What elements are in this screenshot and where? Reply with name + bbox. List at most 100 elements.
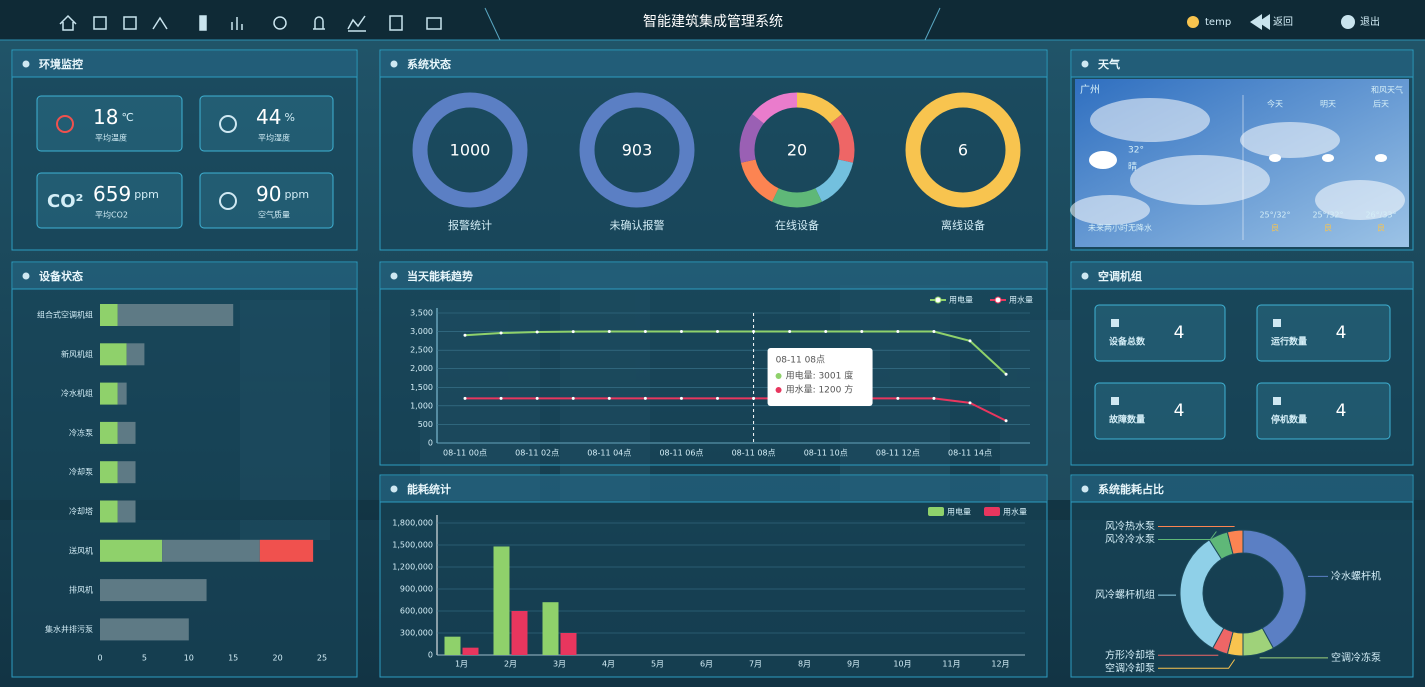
ring <box>579 92 695 208</box>
legend-label: 用电量 <box>949 295 973 305</box>
point <box>535 396 539 400</box>
env-unit: ℃ <box>121 111 133 124</box>
app-title: 智能建筑集成管理系统 <box>643 13 783 30</box>
bar <box>444 636 461 655</box>
point <box>499 331 503 335</box>
point <box>571 396 575 400</box>
y-tick-label: 2,000 <box>410 364 433 373</box>
weather-day-icon <box>1322 154 1334 162</box>
panel-title: 能耗统计 <box>407 482 451 496</box>
point <box>968 339 972 343</box>
ring <box>905 92 1021 208</box>
ring-label: 离线设备 <box>941 218 985 232</box>
weather-day-quality: 良 <box>1271 223 1279 233</box>
cloud <box>1240 122 1340 158</box>
slice-label: 空调冷却泵 <box>1105 661 1155 674</box>
point <box>1004 419 1008 423</box>
x-tick-label: 12月 <box>991 660 1009 669</box>
ring-segment <box>796 92 842 124</box>
panel-header <box>1072 263 1412 289</box>
panel-header <box>13 263 356 289</box>
bar-segment <box>259 539 314 562</box>
panel <box>11 49 358 251</box>
env-unit: % <box>284 111 294 124</box>
y-tick-label: 冷却塔 <box>69 506 93 516</box>
weather-forecast: 未来两小时无降水 <box>1088 223 1152 233</box>
panel-icon <box>22 272 30 280</box>
x-tick-label: 11月 <box>942 660 960 669</box>
x-tick-label: 08-11 04点 <box>587 449 631 458</box>
x-tick-label: 08-11 10点 <box>804 449 848 458</box>
pie-slice <box>1242 529 1307 649</box>
x-tick-label: 8月 <box>798 660 811 669</box>
y-tick-label: 集水井排污泵 <box>45 624 93 634</box>
point <box>968 401 972 405</box>
x-tick-label: 2月 <box>504 660 517 669</box>
point <box>463 396 467 400</box>
x-tick-label: 7月 <box>749 660 762 669</box>
ac-value: 4 <box>1336 323 1347 343</box>
bar <box>560 633 577 655</box>
cloud <box>1315 180 1405 220</box>
y-tick-label: 冷却泵 <box>69 467 93 477</box>
panel-title: 当天能耗趋势 <box>407 269 473 283</box>
logout-button[interactable]: 退出 <box>1360 15 1380 28</box>
weather-city: 广州 <box>1080 84 1100 96</box>
panel-title: 系统能耗占比 <box>1098 482 1164 496</box>
bar-segment <box>100 539 163 562</box>
legend-swatch <box>984 507 1000 516</box>
weather-day-temp: 25°/32° <box>1312 211 1343 220</box>
y-tick-label: 500 <box>418 420 433 429</box>
panel-title: 空调机组 <box>1098 269 1142 283</box>
point <box>679 330 683 334</box>
back-button[interactable]: 返回 <box>1273 16 1293 28</box>
ring-segment <box>739 114 764 163</box>
logout-icon[interactable] <box>1341 15 1355 29</box>
env-value: 659 ppm <box>93 182 159 206</box>
user-name[interactable]: temp <box>1205 17 1231 28</box>
weather-day-icon <box>1375 154 1387 162</box>
weather-provider: 和风天气 <box>1371 85 1403 95</box>
y-tick-label: 1,500 <box>410 383 433 392</box>
tooltip-title: 08-11 08点 <box>776 355 825 366</box>
panel <box>379 49 1048 251</box>
nav-icons[interactable] <box>59 14 442 32</box>
x-tick-label: 08-11 06点 <box>659 449 703 458</box>
panel <box>1070 261 1414 466</box>
x-tick-label: 5月 <box>651 660 664 669</box>
tooltip-line: 用水量: 1200 方 <box>786 384 854 396</box>
ac-icon <box>1273 397 1281 405</box>
ac-icon <box>1111 397 1119 405</box>
cloud <box>1090 98 1210 142</box>
bar <box>493 546 510 655</box>
panel <box>11 261 358 678</box>
point <box>679 396 683 400</box>
weather-day-temp: 26°/33° <box>1365 211 1396 220</box>
panel-icon <box>390 272 398 280</box>
user-icon <box>1187 16 1199 28</box>
point <box>752 330 756 334</box>
x-tick-label: 3月 <box>553 660 566 669</box>
point <box>860 330 864 334</box>
legend-marker <box>994 296 1002 304</box>
point <box>932 396 936 400</box>
bar-segment <box>117 382 127 405</box>
title-frame <box>484 7 941 41</box>
env-label: 平均CO2 <box>95 210 128 220</box>
tooltip-marker <box>775 387 782 393</box>
ac-label: 运行数量 <box>1271 336 1307 348</box>
ring <box>412 92 528 208</box>
panel-header <box>381 263 1046 289</box>
ring-segment <box>752 92 798 124</box>
weather-day: 今天 <box>1267 99 1283 109</box>
y-tick-label: 冷冻泵 <box>69 427 93 437</box>
weather-day-quality: 良 <box>1324 223 1332 233</box>
ac-value: 4 <box>1174 323 1185 343</box>
point <box>1004 372 1008 376</box>
ac-icon <box>1273 319 1281 327</box>
x-tick-label: 5 <box>142 654 147 663</box>
slice-label: 空调冷冻泵 <box>1331 651 1381 664</box>
back-icon[interactable] <box>1250 14 1270 30</box>
weather-icon <box>1089 151 1117 169</box>
ac-card <box>1256 382 1391 440</box>
